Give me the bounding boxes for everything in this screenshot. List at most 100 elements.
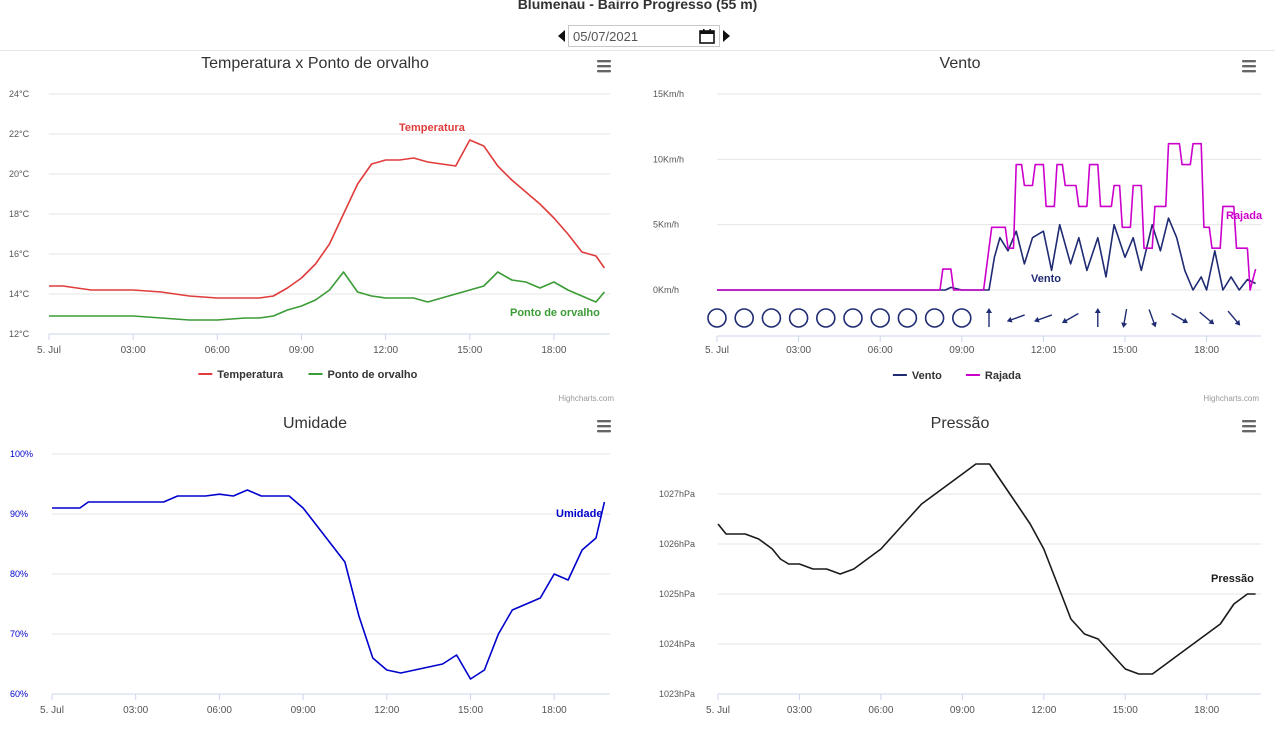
- y-tick-label: 5Km/h: [653, 220, 679, 230]
- menu-bar: [597, 425, 611, 428]
- x-tick-label: 5. Jul: [706, 705, 730, 716]
- wind-calm-marker: [897, 308, 918, 328]
- series-line-vento: [717, 217, 1256, 291]
- x-tick-label: 09:00: [950, 705, 975, 716]
- y-tick-label: 1023hPa: [659, 689, 695, 699]
- series-label: Temperatura: [399, 122, 466, 134]
- x-tick-label: 09:00: [949, 345, 974, 356]
- y-tick-label: 100%: [10, 449, 33, 459]
- legend-item-vento: Vento: [912, 370, 942, 382]
- date-navigation: 05/07/2021: [556, 24, 732, 48]
- calendar-icon[interactable]: [699, 28, 715, 44]
- wind-arrow-shaft: [1171, 312, 1186, 323]
- y-tick-label: 1025hPa: [659, 589, 695, 599]
- series-line-temperatura: [49, 139, 606, 299]
- hamburger-menu-icon[interactable]: [597, 420, 611, 433]
- menu-bar: [1242, 65, 1256, 68]
- wind-arrow-head: [1208, 318, 1215, 325]
- x-tick-label: 06:00: [868, 705, 893, 716]
- wind-arrow-head: [986, 308, 992, 313]
- wind-direction-arrow: [1148, 309, 1157, 328]
- date-input-value: 05/07/2021: [573, 28, 639, 44]
- x-tick-label: 09:00: [291, 705, 316, 716]
- wind-direction-arrow: [1171, 312, 1189, 324]
- hamburger-menu-icon[interactable]: [597, 60, 611, 73]
- prev-day-button[interactable]: [556, 24, 568, 48]
- menu-bar: [1242, 425, 1256, 428]
- date-input[interactable]: 05/07/2021: [568, 25, 720, 47]
- menu-bar: [1242, 60, 1256, 63]
- series-line-ponto-de-orvalho: [49, 271, 606, 321]
- next-day-button[interactable]: [720, 24, 732, 48]
- y-tick-label: 22°C: [9, 129, 30, 139]
- wind-calm-marker: [788, 308, 809, 328]
- series-label: Pressão: [1211, 573, 1254, 585]
- x-tick-label: 15:00: [1113, 705, 1138, 716]
- menu-bar: [1242, 420, 1256, 423]
- x-tick-label: 12:00: [1031, 705, 1056, 716]
- wind-calm-marker: [761, 308, 782, 328]
- chart-pressure: Pressão 1023hPa 1024hPa 1025hPa 1026hPa 1027h…: [659, 415, 1261, 716]
- highcharts-credits: Highcharts.com: [558, 394, 614, 403]
- wind-direction-arrow: [1006, 314, 1025, 323]
- wind-arrow-shaft: [1064, 312, 1079, 323]
- wind-arrow-head: [1151, 321, 1157, 328]
- wind-direction-arrow: [1199, 311, 1215, 325]
- menu-bar: [1242, 70, 1256, 73]
- series-label: Umidade: [556, 508, 602, 520]
- station-title: Blumenau - Bairro Progresso (55 m): [517, 0, 758, 12]
- x-tick-label: 03:00: [123, 705, 148, 716]
- wind-arrow-shaft: [1227, 310, 1239, 324]
- highcharts-credits: Highcharts.com: [1203, 394, 1259, 403]
- chart-panel-pressure: Pressão 1023hPa 1024hPa 1025hPa 1026hPa 1027h…: [645, 411, 1275, 731]
- menu-bar: [1242, 430, 1256, 433]
- y-tick-label: 18°C: [9, 209, 30, 219]
- wind-arrow-head: [1182, 317, 1189, 324]
- x-tick-label: 06:00: [207, 705, 232, 716]
- chart-humidity: Umidade 60% 70% 80% 90% 100% 5. Jul 03:00 06:00 0…: [10, 415, 611, 716]
- y-tick-label: 12°C: [9, 329, 30, 339]
- series-label: Rajada: [1226, 210, 1263, 222]
- y-tick-label: 15Km/h: [653, 89, 684, 99]
- wind-calm-marker: [707, 308, 727, 328]
- y-tick-label: 90%: [10, 509, 28, 519]
- legend-item-rajada: Rajada: [985, 370, 1022, 382]
- x-tick-label: 06:00: [205, 345, 230, 356]
- x-tick-label: 18:00: [1194, 345, 1219, 356]
- wind-direction-arrow: [1121, 309, 1128, 328]
- wind-calm-marker: [924, 308, 945, 328]
- menu-bar: [597, 430, 611, 433]
- x-tick-label: 03:00: [787, 705, 812, 716]
- y-tick-label: 1026hPa: [659, 539, 695, 549]
- y-tick-label: 1024hPa: [659, 639, 695, 649]
- wind-arrow-head: [1034, 316, 1040, 323]
- wind-arrow-shaft: [1123, 309, 1128, 326]
- series-line-rajada: [717, 142, 1257, 291]
- chart-title: Temperatura x Ponto de orvalho: [201, 55, 429, 72]
- series-label: Ponto de orvalho: [510, 307, 600, 319]
- y-tick-label: 20°C: [9, 169, 30, 179]
- series-label: Vento: [1031, 273, 1061, 285]
- wind-arrow-head: [1006, 316, 1013, 323]
- chart-panel-wind: Vento 0Km/h 5Km/h 10Km/h 15Km/h 5. Jul 03:00 06…: [645, 51, 1275, 406]
- x-tick-label: 03:00: [121, 345, 146, 356]
- menu-bar: [597, 60, 611, 63]
- header-divider: [0, 50, 1275, 51]
- x-tick-label: 12:00: [1031, 345, 1056, 356]
- x-tick-label: 12:00: [374, 705, 399, 716]
- x-tick-label: 5. Jul: [705, 345, 729, 356]
- x-tick-label: 09:00: [289, 345, 314, 356]
- y-tick-label: 1027hPa: [659, 489, 695, 499]
- y-tick-label: 16°C: [9, 249, 30, 259]
- chart-panel-humidity: Umidade 60% 70% 80% 90% 100% 5. Jul 03:00 06:00 0…: [0, 411, 630, 731]
- wind-calm-marker: [951, 308, 972, 328]
- x-tick-label: 5. Jul: [40, 705, 64, 716]
- hamburger-menu-icon[interactable]: [1242, 420, 1256, 433]
- wind-calm-marker: [870, 308, 890, 328]
- wind-arrow-head: [1061, 317, 1068, 324]
- caret-left-icon: [558, 30, 565, 42]
- wind-direction-arrow: [986, 308, 992, 327]
- page-header: Blumenau - Bairro Progresso (55 m) 05/07…: [0, 0, 1275, 50]
- chart-title: Pressão: [931, 415, 990, 432]
- hamburger-menu-icon[interactable]: [1242, 60, 1256, 73]
